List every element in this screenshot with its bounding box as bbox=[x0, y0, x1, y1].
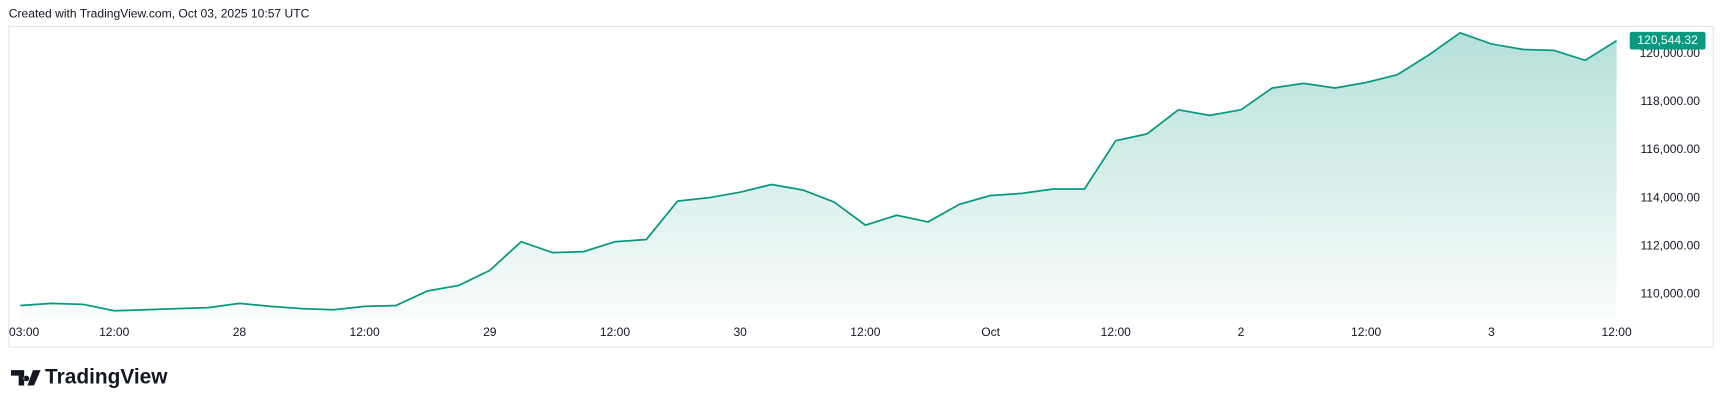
x-tick-label: 12:00 bbox=[99, 325, 130, 339]
x-tick-label: 12:00 bbox=[600, 325, 631, 339]
x-tick-label: 12:00 bbox=[1601, 325, 1632, 339]
logo-icon bbox=[10, 370, 41, 386]
x-tick-label: Oct bbox=[981, 325, 1000, 339]
price-line bbox=[20, 31, 1618, 312]
x-tick-label: 12:00 bbox=[1351, 325, 1382, 339]
y-tick-label: 114,000.00 bbox=[1640, 190, 1700, 204]
x-tick-label: 2 bbox=[1238, 325, 1245, 339]
x-tick-label: 12:00 bbox=[349, 325, 380, 339]
chart-frame bbox=[8, 25, 1714, 348]
x-tick-label: 28 bbox=[233, 325, 247, 339]
y-tick-label: 112,000.00 bbox=[1640, 238, 1700, 252]
x-tick-label: 12:00 bbox=[1101, 325, 1132, 339]
price-badge bbox=[1629, 31, 1706, 50]
x-tick-label: 30 bbox=[733, 325, 747, 339]
y-tick-label: 116,000.00 bbox=[1640, 142, 1700, 156]
x-tick-label: 3 bbox=[1488, 325, 1495, 339]
chart-title: Created with TradingView.com, Oct 03, 20… bbox=[9, 6, 310, 20]
x-tick-label: 29 bbox=[483, 325, 497, 339]
price-label: 120,544.32 bbox=[1637, 33, 1698, 47]
logo: TradingView bbox=[10, 365, 168, 388]
area bbox=[20, 32, 1617, 319]
logo-text: TradingView bbox=[45, 365, 168, 388]
x-tick-label: 12:00 bbox=[850, 325, 881, 339]
y-tick-label: 110,000.00 bbox=[1640, 287, 1700, 301]
y-tick-label: 118,000.00 bbox=[1640, 94, 1700, 108]
x-tick-label: 03:00 bbox=[9, 325, 40, 339]
